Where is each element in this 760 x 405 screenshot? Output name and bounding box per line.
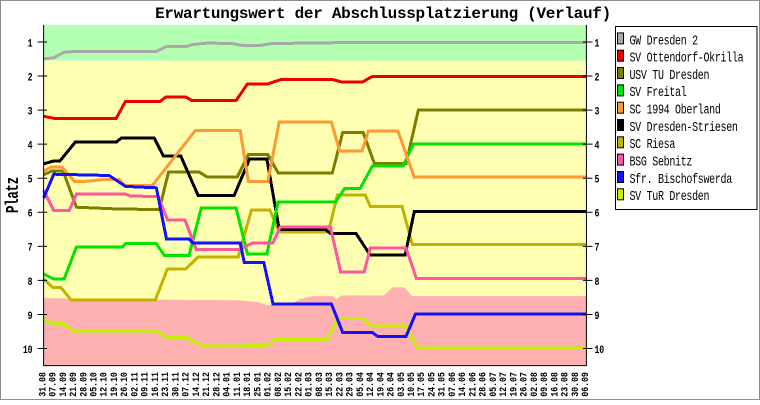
svg-text:Platz: Platz [3, 177, 24, 213]
svg-text:14.09: 14.09 [57, 372, 69, 397]
svg-text:10: 10 [23, 344, 33, 357]
svg-text:15.02: 15.02 [282, 372, 294, 397]
svg-text:26.10: 26.10 [119, 372, 131, 397]
svg-text:26.04: 26.04 [385, 372, 397, 397]
svg-text:07.12: 07.12 [180, 372, 192, 397]
svg-text:4: 4 [28, 139, 33, 152]
svg-text:29.03: 29.03 [344, 372, 356, 397]
svg-text:08.03: 08.03 [313, 372, 325, 397]
svg-text:16.08: 16.08 [549, 372, 561, 397]
svg-text:18.01: 18.01 [241, 372, 253, 397]
svg-text:SV Ottendorf-Okrilla: SV Ottendorf-Okrilla [630, 50, 744, 66]
svg-text:11.01: 11.01 [231, 372, 243, 397]
svg-text:23.08: 23.08 [559, 372, 571, 397]
svg-text:07.09: 07.09 [47, 372, 59, 397]
svg-text:4: 4 [594, 139, 599, 152]
svg-text:3: 3 [594, 105, 599, 118]
svg-text:28.06: 28.06 [477, 372, 489, 397]
svg-text:SV TuR Dresden: SV TuR Dresden [630, 189, 710, 205]
svg-text:1: 1 [28, 37, 33, 50]
svg-text:09.11: 09.11 [139, 372, 151, 397]
svg-text:12.07: 12.07 [498, 372, 510, 397]
svg-text:15.03: 15.03 [323, 372, 335, 397]
svg-text:9: 9 [594, 310, 599, 323]
svg-text:7: 7 [28, 242, 33, 255]
svg-text:25.01: 25.01 [252, 372, 264, 397]
svg-text:Sfr. Bischofswerda: Sfr. Bischofswerda [630, 171, 733, 187]
svg-text:23.11: 23.11 [160, 372, 172, 397]
svg-text:8: 8 [28, 276, 33, 289]
svg-text:17.05: 17.05 [416, 372, 428, 397]
svg-text:01.02: 01.02 [262, 372, 274, 397]
svg-text:19.07: 19.07 [508, 372, 520, 397]
svg-text:USV TU Dresden: USV TU Dresden [630, 68, 710, 84]
svg-text:28.09: 28.09 [78, 372, 90, 397]
svg-text:21.09: 21.09 [67, 372, 79, 397]
svg-text:21.12: 21.12 [201, 372, 213, 397]
svg-text:21.06: 21.06 [467, 372, 479, 397]
svg-text:SV Freital: SV Freital [630, 85, 687, 101]
svg-text:16.11: 16.11 [149, 372, 161, 397]
svg-text:03.05: 03.05 [395, 372, 407, 397]
svg-text:12.10: 12.10 [98, 372, 110, 397]
svg-text:9: 9 [28, 310, 33, 323]
svg-text:31.08: 31.08 [37, 372, 49, 397]
svg-text:24.05: 24.05 [426, 372, 438, 397]
svg-text:SV Dresden-Striesen: SV Dresden-Striesen [630, 120, 738, 136]
svg-text:1: 1 [594, 37, 599, 50]
svg-text:3: 3 [28, 105, 33, 118]
svg-text:5: 5 [594, 173, 599, 186]
svg-text:28.12: 28.12 [211, 372, 223, 397]
svg-text:02.11: 02.11 [129, 372, 141, 397]
svg-text:05.04: 05.04 [354, 372, 366, 397]
svg-text:07.06: 07.06 [446, 372, 458, 397]
svg-text:30.11: 30.11 [170, 372, 182, 397]
svg-text:04.01: 04.01 [221, 372, 233, 397]
svg-text:BSG Sebnitz: BSG Sebnitz [630, 154, 693, 170]
svg-text:08.02: 08.02 [272, 372, 284, 397]
svg-text:12.04: 12.04 [364, 372, 376, 397]
svg-text:19.04: 19.04 [375, 372, 387, 397]
svg-text:14.12: 14.12 [190, 372, 202, 397]
svg-text:19.10: 19.10 [108, 372, 120, 397]
svg-text:05.07: 05.07 [487, 372, 499, 397]
svg-text:2: 2 [594, 71, 599, 84]
svg-text:6: 6 [594, 208, 599, 221]
svg-text:10.05: 10.05 [405, 372, 417, 397]
svg-text:8: 8 [594, 276, 599, 289]
svg-text:02.08: 02.08 [528, 372, 540, 397]
svg-text:7: 7 [594, 242, 599, 255]
svg-text:SC Riesa: SC Riesa [630, 137, 676, 153]
svg-text:SC 1994 Oberland: SC 1994 Oberland [630, 102, 721, 118]
svg-text:09.08: 09.08 [538, 372, 550, 397]
svg-text:2: 2 [28, 71, 33, 84]
svg-text:26.07: 26.07 [518, 372, 530, 397]
svg-text:14.06: 14.06 [457, 372, 469, 397]
svg-text:30.08: 30.08 [569, 372, 581, 397]
svg-text:Erwartungswert der Abschlusspl: Erwartungswert der Abschlussplatzierung … [155, 5, 611, 23]
svg-text:22.03: 22.03 [334, 372, 346, 397]
svg-text:22.02: 22.02 [293, 372, 305, 397]
svg-text:5: 5 [28, 173, 33, 186]
svg-text:01.03: 01.03 [303, 372, 315, 397]
svg-text:6: 6 [28, 208, 33, 221]
svg-text:10: 10 [594, 344, 604, 357]
svg-text:GW Dresden 2: GW Dresden 2 [630, 33, 698, 49]
svg-text:06.09: 06.09 [579, 372, 591, 397]
svg-text:31.05: 31.05 [436, 372, 448, 397]
svg-text:05.10: 05.10 [88, 372, 100, 397]
